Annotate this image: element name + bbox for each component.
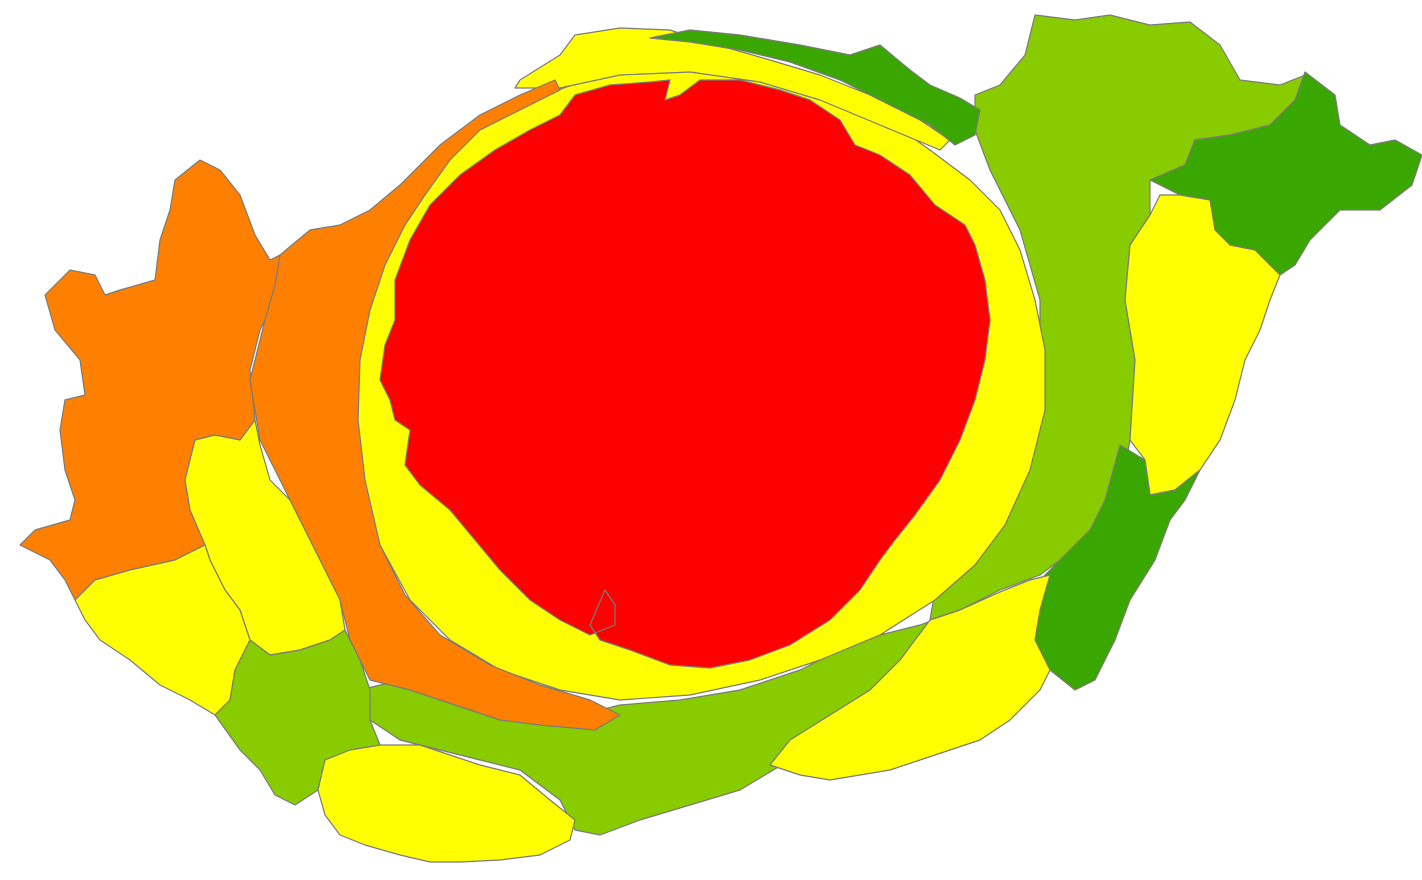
region-top-dark-green	[649, 29, 981, 146]
region-top-yellow	[514, 27, 951, 151]
region-centre-red	[379, 79, 991, 669]
region-south-green	[214, 629, 381, 806]
region-south-yellow	[317, 744, 576, 863]
region-south-east-yellow	[769, 574, 1051, 781]
region-east-yellow	[1124, 194, 1281, 496]
region-south-east-dark-green	[1034, 444, 1201, 691]
